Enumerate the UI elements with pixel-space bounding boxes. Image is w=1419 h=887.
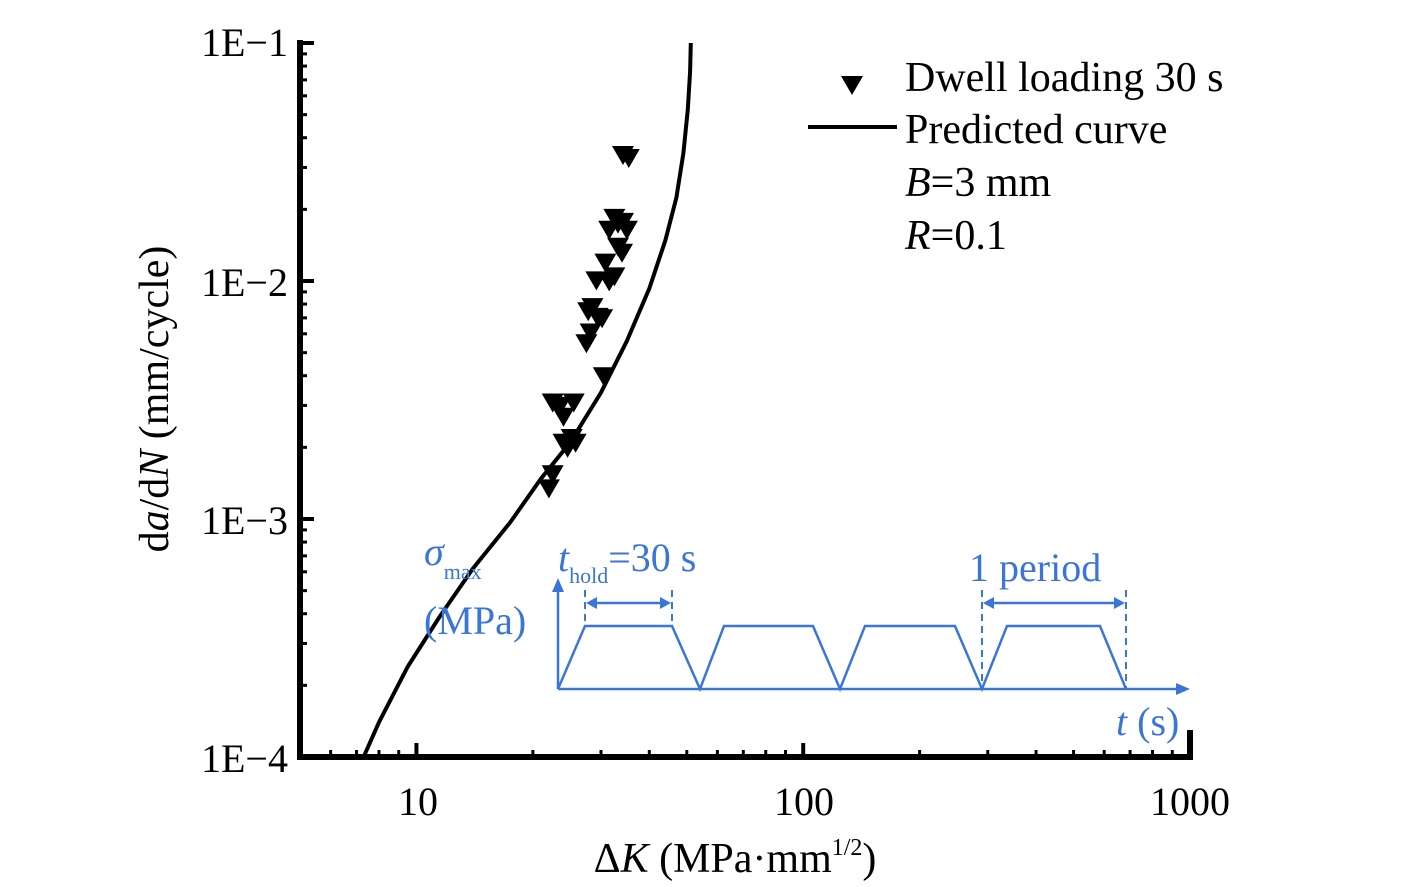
data-point-triangle bbox=[617, 149, 640, 168]
y-tick-label: 1E−3 bbox=[201, 498, 288, 543]
y-tick-label: 1E−1 bbox=[201, 20, 288, 65]
inset-waveform bbox=[556, 624, 1128, 693]
annotation-r: R=0.1 bbox=[904, 213, 1007, 259]
inset-hold-label: thold=30 s bbox=[558, 535, 696, 588]
data-point-triangle bbox=[575, 334, 598, 354]
period-arrow-right bbox=[1114, 597, 1125, 609]
x-tick-label: 1000 bbox=[1150, 779, 1230, 824]
data-point-triangle bbox=[594, 253, 617, 273]
data-point-triangle bbox=[552, 407, 575, 427]
data-point-triangle bbox=[562, 393, 585, 413]
x-tick-labels: 10 100 1000 bbox=[398, 779, 1230, 824]
legend: Dwell loading 30 s Predicted curve B=3 m… bbox=[808, 55, 1223, 259]
data-point-triangle bbox=[615, 220, 638, 240]
annotation-b: B=3 mm bbox=[905, 160, 1052, 206]
predicted-curve-layer bbox=[361, 42, 693, 758]
data-point-triangle bbox=[564, 433, 587, 453]
y-tick-label: 1E−2 bbox=[201, 260, 288, 305]
data-point-triangle bbox=[591, 309, 614, 329]
inset-sigma-label: σmax bbox=[424, 529, 482, 584]
legend-marker-triangle-down bbox=[841, 76, 863, 95]
inset-y-arrow bbox=[552, 578, 564, 592]
legend-label-predicted: Predicted curve bbox=[905, 107, 1167, 153]
data-point-triangle bbox=[581, 298, 604, 318]
x-tick-label: 100 bbox=[774, 779, 834, 824]
data-point-triangle bbox=[541, 465, 564, 485]
data-point-triangle bbox=[611, 243, 633, 263]
inset-time-label: t (s) bbox=[1116, 699, 1179, 744]
inset-mpa-label: (MPa) bbox=[424, 598, 526, 643]
y-axis-label: da/dN (mm/cycle) bbox=[132, 246, 178, 553]
inset-period-label: 1 period bbox=[969, 545, 1101, 590]
hold-arrow-right bbox=[660, 597, 671, 609]
legend-label-dwell: Dwell loading 30 s bbox=[905, 55, 1223, 101]
data-point-triangle bbox=[579, 323, 602, 343]
loading-waveform-inset: σmax (MPa) thold=30 s 1 period t (s) bbox=[424, 529, 1190, 744]
y-tick-label: 1E−4 bbox=[201, 736, 288, 781]
x-tick-label: 10 bbox=[398, 779, 438, 824]
x-axis-label: ΔK (MPa·mm1/2) bbox=[594, 835, 877, 882]
dwell-loading-markers bbox=[537, 146, 640, 499]
data-point-triangle bbox=[603, 267, 626, 287]
data-point-triangle bbox=[592, 367, 615, 387]
y-tick-labels: 1E−1 1E−2 1E−3 1E−4 bbox=[201, 20, 288, 781]
data-point-triangle bbox=[537, 479, 560, 499]
period-arrow-left bbox=[983, 597, 994, 609]
inset-x-arrow bbox=[1176, 683, 1190, 695]
data-point-triangle bbox=[549, 396, 571, 416]
hold-arrow-left bbox=[586, 597, 597, 609]
predicted-curve bbox=[361, 42, 693, 758]
